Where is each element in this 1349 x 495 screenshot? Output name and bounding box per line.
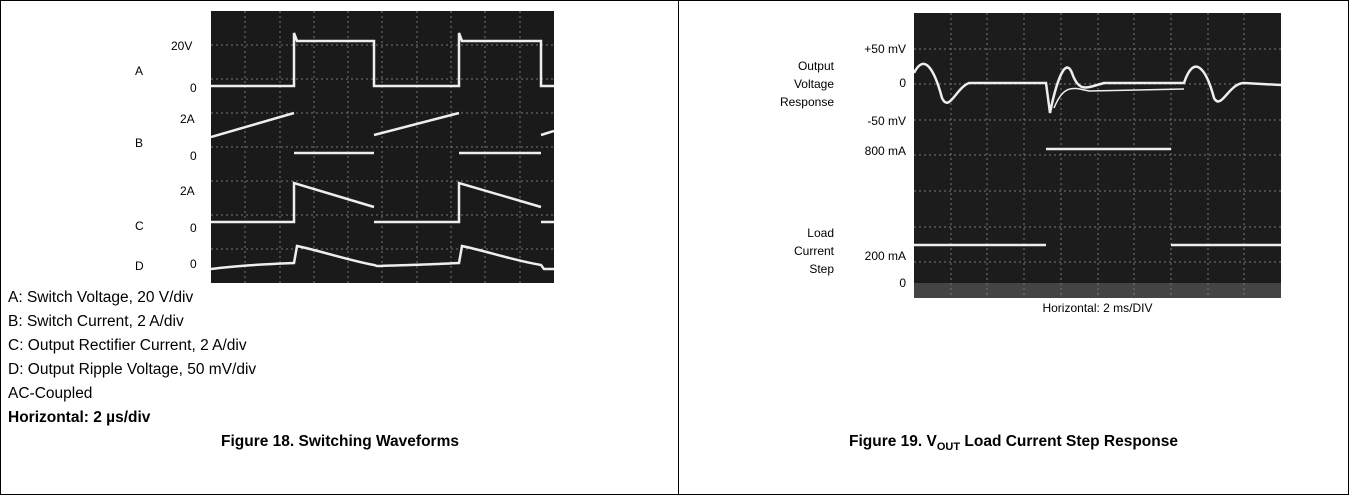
trace-label: Voltage — [793, 77, 834, 91]
scope-image-19 — [914, 13, 1281, 298]
scale-label: +50 mV — [864, 42, 906, 56]
trace-label: Response — [779, 95, 834, 109]
legend-line: C: Output Rectifier Current, 2 A/div — [8, 337, 247, 354]
scale-label: 200 mA — [864, 249, 906, 263]
trace-label: Current — [793, 244, 834, 258]
scope-label: D — [135, 259, 144, 273]
scale-label: -50 mV — [867, 114, 906, 128]
horizontal-scale: Horizontal: 2 µs/div — [8, 409, 151, 426]
scope-label: 20V — [171, 39, 193, 53]
scope-label: C — [135, 219, 144, 233]
scale-label: 0 — [899, 76, 906, 90]
legend-line: B: Switch Current, 2 A/div — [8, 313, 184, 330]
horizontal-scale: Horizontal: 2 ms/DIV — [1042, 301, 1153, 315]
legend-line: D: Output Ripple Voltage, 50 mV/div — [8, 361, 257, 378]
scope-label: 0 — [190, 81, 197, 95]
legend-line: A: Switch Voltage, 20 V/div — [8, 289, 194, 306]
caption: Figure 18. Switching Waveforms — [220, 433, 459, 450]
caption-subscript: OUT — [936, 441, 961, 454]
divider — [678, 1, 679, 494]
scope-label: 0 — [190, 221, 197, 235]
trace-label: Output — [797, 59, 834, 73]
scope-label: 0 — [190, 149, 197, 163]
scope-label: B — [135, 136, 144, 150]
scope-label: 0 — [190, 257, 197, 271]
caption-text: Load Current Step Response — [960, 433, 1178, 450]
legend-line: AC-Coupled — [8, 385, 93, 402]
scope-label: A — [135, 64, 144, 78]
scale-label: 800 mA — [864, 144, 906, 158]
scope-label: 2A — [180, 184, 195, 198]
caption: Figure 19. VOUT Load Current Step Respon… — [679, 433, 1348, 453]
scope-label: 2A — [180, 112, 195, 126]
caption-text: Figure 19. V — [848, 433, 937, 450]
scale-label: 0 — [899, 276, 906, 290]
scope-image-18 — [211, 11, 554, 283]
trace-label: Load — [807, 226, 834, 240]
trace-label: Step — [809, 262, 834, 276]
